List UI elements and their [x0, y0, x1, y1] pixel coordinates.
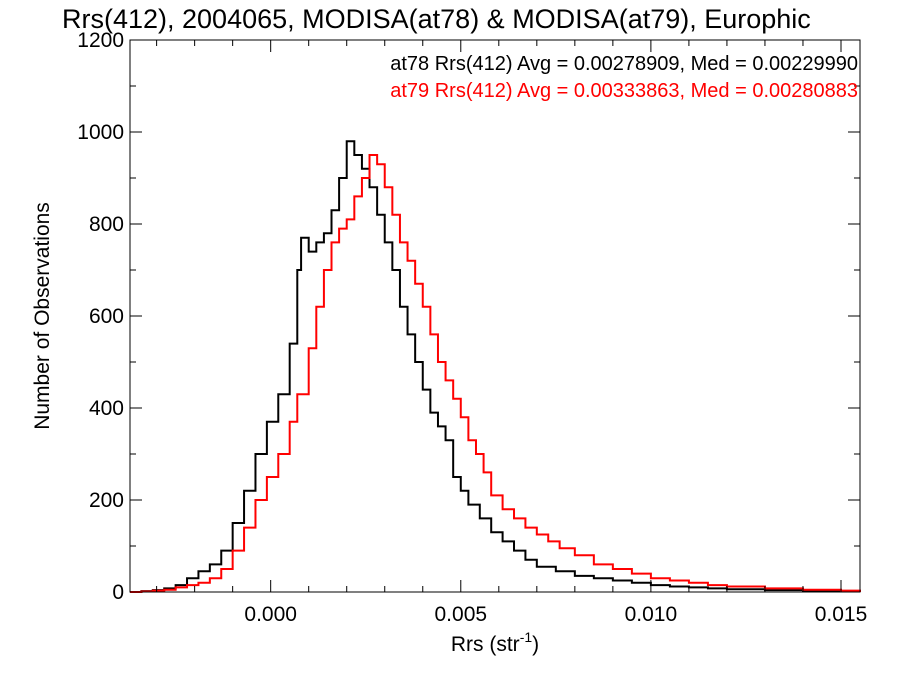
x-axis-label: Rrs (str-1) [451, 629, 539, 656]
ticks-layer: 0.000 0.005 0.010 0.015 0 200 400 600 800 1000 120… [77, 29, 867, 626]
x-axis-label-superscript: -1 [520, 629, 533, 645]
x-tick-label: 0.015 [815, 603, 868, 626]
series-line-0 [130, 140, 861, 593]
y-tick-label: 800 [89, 213, 124, 236]
y-tick-label: 1200 [77, 29, 124, 52]
x-tick-label: 0.010 [625, 603, 678, 626]
y-tick-label: 200 [89, 489, 124, 512]
y-tick-label: 600 [89, 305, 124, 328]
legend-at78: at78 Rrs(412) Avg = 0.00278909, Med = 0.… [390, 53, 858, 75]
chart-title: Rrs(412), 2004065, MODISA(at78) & MODISA… [62, 4, 811, 34]
x-axis-label-main: Rrs (str [451, 633, 520, 656]
y-tick-label: 0 [112, 581, 124, 604]
series-layer [130, 140, 861, 593]
y-tick-label: 1000 [77, 121, 124, 144]
x-tick-label: 0.000 [244, 603, 297, 626]
y-axis-label: Number of Observations [31, 202, 54, 430]
legend-at79: at79 Rrs(412) Avg = 0.00333863, Med = 0.… [390, 80, 858, 102]
y-tick-label: 400 [89, 397, 124, 420]
x-axis-label-close: ) [532, 633, 539, 656]
series-line-1 [130, 154, 861, 593]
x-tick-label: 0.005 [435, 603, 488, 626]
plot-frame [129, 39, 861, 593]
